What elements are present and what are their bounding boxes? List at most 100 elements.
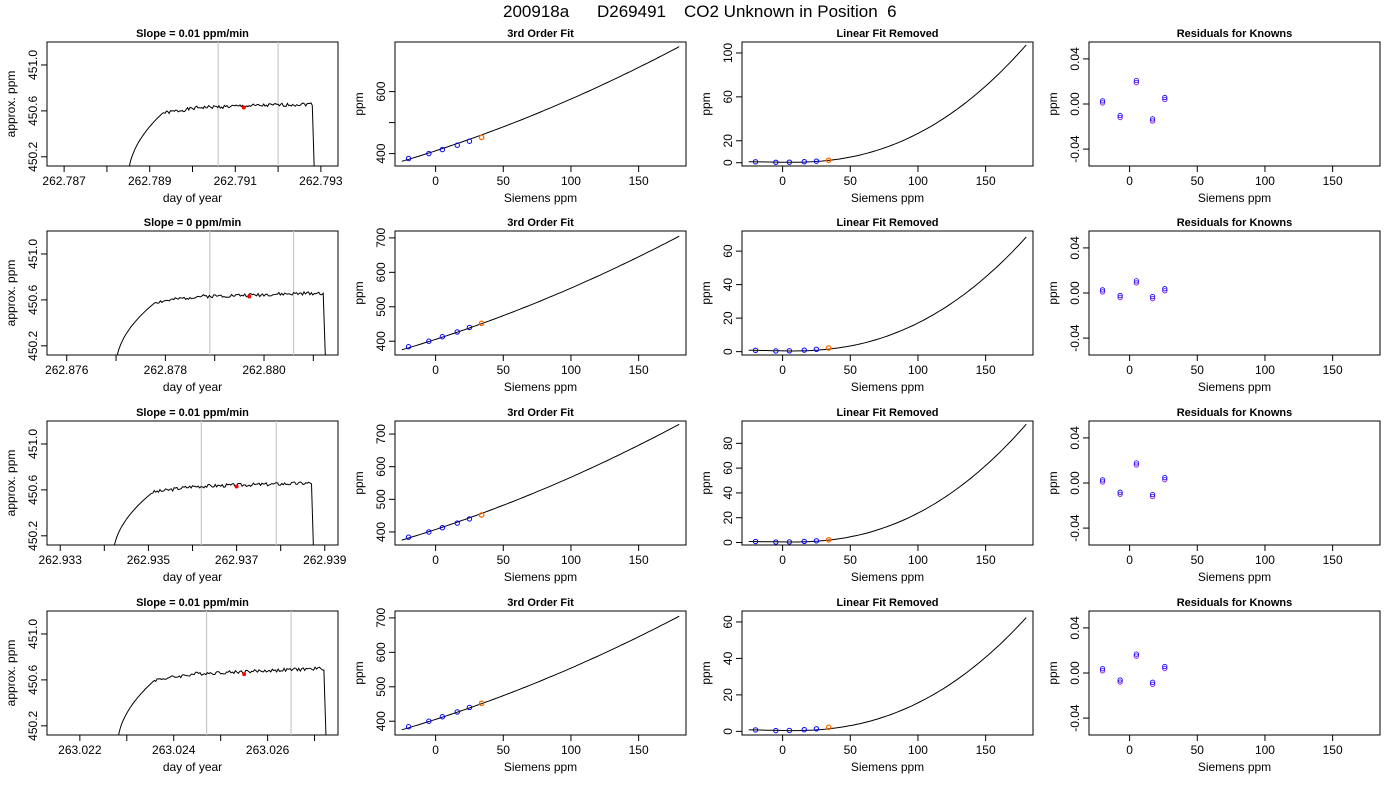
unknown-marker: [241, 105, 246, 110]
chart-title: Linear Fit Removed: [836, 597, 938, 609]
unknown-point: [825, 536, 832, 543]
known-point-overlay: [1133, 460, 1139, 466]
x-tick-label: 0: [779, 174, 786, 188]
chart-title: 3rd Order Fit: [507, 217, 574, 229]
x-tick-label: 262.880: [242, 363, 286, 377]
x-axis-label: Siemens ppm: [504, 760, 577, 774]
x-tick-label: 0: [1126, 174, 1133, 188]
chart-panel: Residuals for Knowns 0 50 100 150 Siemens ppm…: [1046, 597, 1381, 774]
chart-panel: 3rd Order Fit 0 50 100 150 Siemens ppm 400 500 6…: [352, 217, 687, 394]
known-point: [405, 534, 412, 540]
x-axis-label: day of year: [163, 191, 222, 205]
x-tick-label: 150: [1323, 174, 1343, 188]
unknown-point: [825, 724, 832, 731]
y-axis-label: ppm: [352, 92, 366, 115]
x-tick-label: 0: [1126, 363, 1133, 377]
known-point: [466, 138, 473, 144]
x-tick-label: 150: [1323, 743, 1343, 757]
x-tick-label: 50: [1191, 553, 1205, 567]
chart-panel: Linear Fit Removed 0 50 100 150 Siemens ppm 0 2…: [699, 28, 1034, 205]
y-tick-label: 451.0: [26, 50, 40, 80]
y-axis-label: ppm: [699, 471, 713, 494]
fit-curve: [401, 423, 680, 541]
x-tick-label: 0: [779, 743, 786, 757]
x-axis-label: Siemens ppm: [1198, 570, 1271, 584]
x-tick-label: 262.789: [128, 174, 172, 188]
plot-frame: [46, 610, 339, 736]
known-point-overlay: [1150, 294, 1156, 300]
chart-panel: Residuals for Knowns 0 50 100 150 Siemens ppm…: [1046, 28, 1381, 205]
y-axis-label: ppm: [352, 471, 366, 494]
y-axis-label: approx. ppm: [4, 640, 18, 707]
chart-title: 3rd Order Fit: [507, 597, 574, 609]
y-tick-label: 600: [374, 262, 388, 282]
chart-panel: Residuals for Knowns 0 50 100 150 Siemens ppm…: [1046, 217, 1381, 394]
chart-title: 3rd Order Fit: [507, 28, 574, 40]
known-point-overlay: [1117, 677, 1123, 683]
chart-panel: Slope = 0.01 ppm/min 262.933 262.935 262.93…: [4, 407, 347, 584]
x-tick-label: 50: [497, 743, 511, 757]
known-point: [801, 347, 807, 353]
known-point: [1162, 476, 1168, 483]
plot-frame: [741, 230, 1034, 356]
y-tick-label: 450.6: [26, 665, 40, 695]
unknown-marker: [247, 294, 252, 299]
x-axis-label: Siemens ppm: [1198, 191, 1271, 205]
fit-curve: [748, 423, 1027, 543]
y-tick-label: 40: [721, 278, 735, 292]
y-axis-label: ppm: [352, 281, 366, 304]
title-tank-id: D269491: [597, 2, 667, 21]
y-tick-label: 400: [374, 331, 388, 351]
y-axis-label: ppm: [699, 661, 713, 684]
known-point: [786, 727, 793, 734]
known-point: [786, 159, 793, 165]
y-tick-label: 450.2: [26, 520, 40, 550]
plot-frame: [741, 41, 1034, 167]
known-point: [1149, 118, 1156, 124]
y-axis-label: approx. ppm: [4, 71, 18, 138]
known-point: [752, 727, 759, 733]
plot-frame: [394, 610, 687, 736]
y-tick-label: 20: [721, 311, 735, 325]
plot-frame: [46, 230, 339, 356]
known-point-overlay: [1099, 287, 1106, 293]
x-tick-label: 263.026: [246, 743, 290, 757]
chart-panel: Slope = 0.01 ppm/min 263.022 263.024 263.02…: [4, 597, 339, 774]
known-point: [1117, 491, 1123, 497]
known-point: [1162, 96, 1168, 103]
chart-title: Linear Fit Removed: [836, 407, 938, 419]
y-axis-label: ppm: [1046, 92, 1060, 115]
y-tick-label: 450.2: [26, 710, 40, 740]
x-tick-label: 100: [1255, 363, 1275, 377]
known-point: [454, 709, 460, 715]
known-point-overlay: [1117, 292, 1123, 299]
known-point-overlay: [1117, 489, 1123, 495]
known-point: [426, 150, 432, 157]
unknown-point: [478, 320, 485, 327]
x-tick-label: 262.787: [42, 174, 86, 188]
x-tick-label: 0: [432, 174, 439, 188]
y-tick-label: 60: [721, 90, 735, 104]
y-tick-label: -0.04: [1068, 135, 1082, 163]
unknown-point: [825, 157, 832, 164]
known-point: [454, 520, 460, 526]
y-tick-label: 500: [374, 489, 388, 509]
y-tick-label: 500: [374, 676, 388, 696]
known-point-overlay: [1162, 286, 1168, 292]
known-point: [813, 346, 820, 353]
y-tick-label: 450.6: [26, 285, 40, 315]
y-tick-label: 0.04: [1068, 47, 1082, 71]
y-tick-label: 20: [721, 511, 735, 525]
x-tick-label: 100: [561, 553, 581, 567]
known-point: [1133, 653, 1140, 659]
y-tick-label: 20: [721, 688, 735, 702]
unknown-point: [478, 700, 485, 707]
y-tick-label: 100: [721, 43, 735, 63]
y-tick-label: 60: [721, 461, 735, 475]
x-tick-label: 150: [1323, 553, 1343, 567]
x-axis-label: Siemens ppm: [851, 570, 924, 584]
known-point: [439, 334, 446, 340]
x-tick-label: 0: [432, 743, 439, 757]
y-tick-label: 0.04: [1068, 616, 1082, 640]
known-point: [405, 155, 412, 162]
